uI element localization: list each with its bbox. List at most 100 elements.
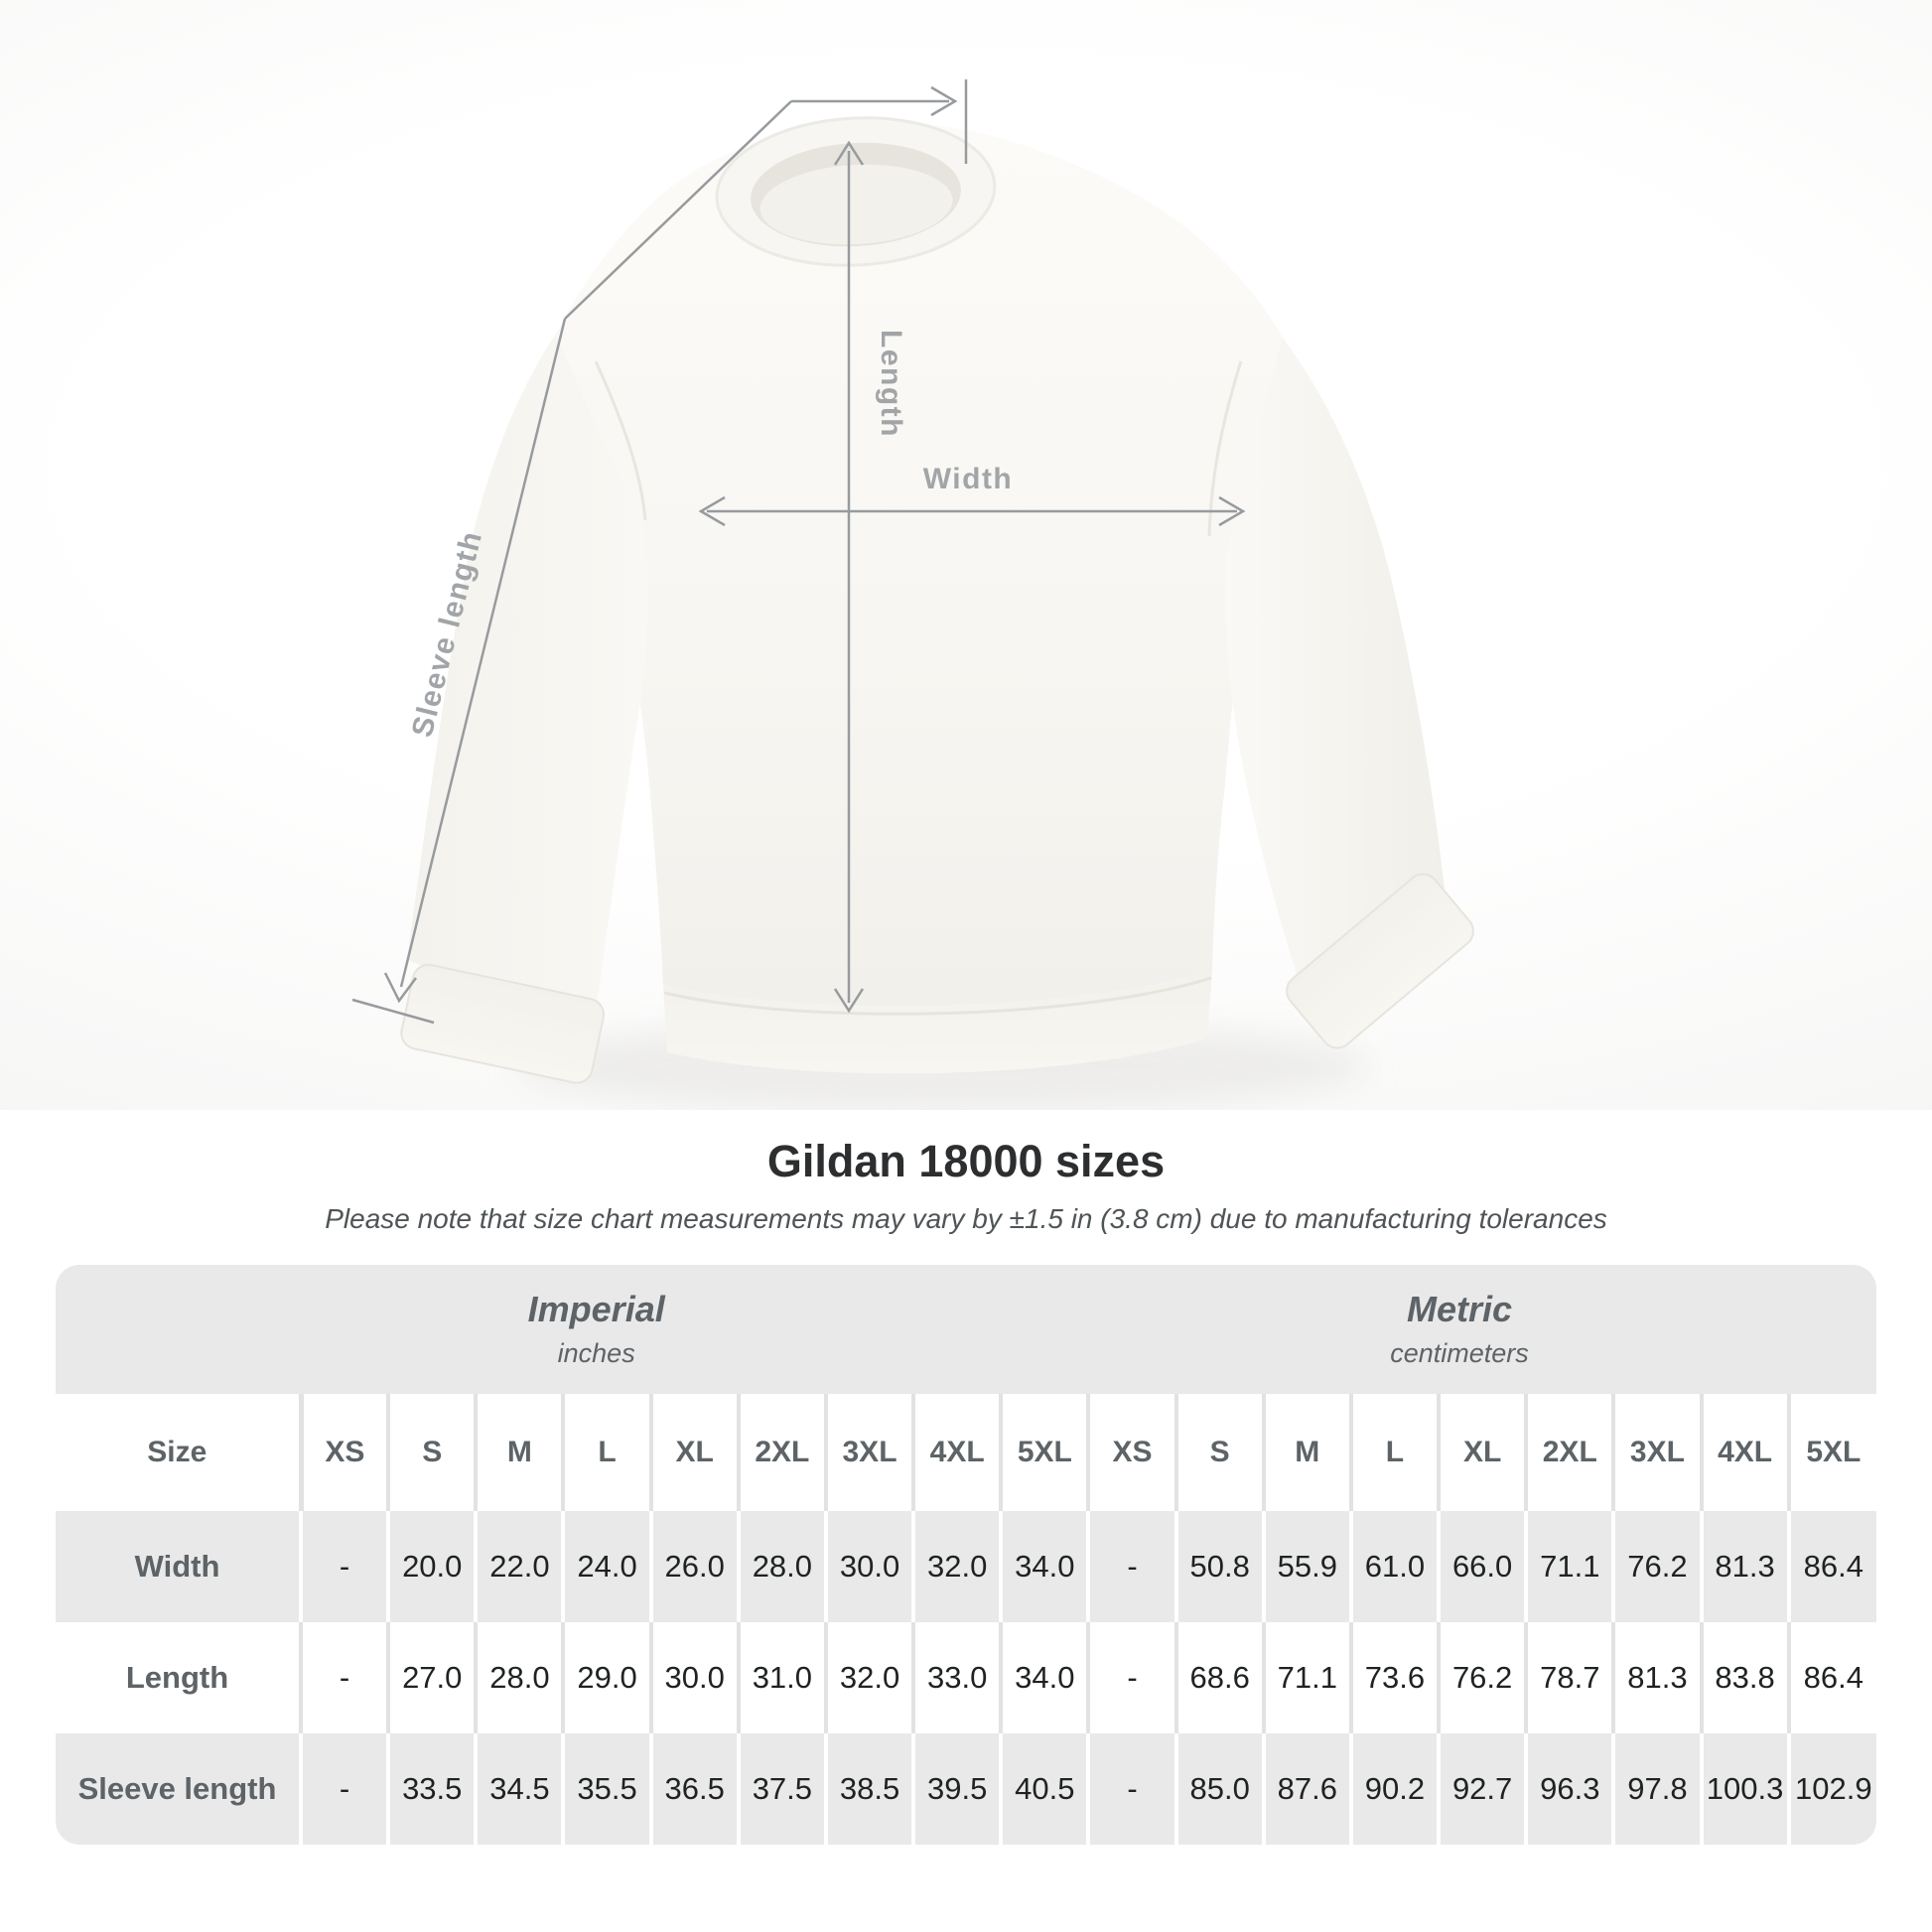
- dimension-lines: [351, 79, 1246, 1025]
- size-value-cell: 36.5: [648, 1733, 739, 1845]
- width-arrow-right: [1218, 495, 1246, 527]
- size-value-cell: 76.2: [1611, 1511, 1702, 1622]
- size-value-cell: 81.3: [1611, 1622, 1702, 1733]
- sleeve-dimension-end-tick: [351, 998, 435, 1025]
- tolerance-note: Please note that size chart measurements…: [325, 1203, 1607, 1234]
- left-armhole-seam: [594, 360, 647, 521]
- sweatshirt-right-sleeve: [1225, 338, 1446, 1015]
- size-value-cell: 34.5: [474, 1733, 564, 1845]
- size-value-cell: 38.5: [823, 1733, 914, 1845]
- size-value-cell: 34.0: [999, 1511, 1089, 1622]
- size-header: Size: [147, 1436, 207, 1468]
- length-arrow-down: [833, 988, 865, 1014]
- size-value-cell: 92.7: [1437, 1733, 1527, 1845]
- size-value-cell: -: [298, 1622, 389, 1733]
- size-value-cell: 20.0: [386, 1511, 477, 1622]
- size-value-cell: 71.1: [1524, 1511, 1614, 1622]
- length-dimension-label: Length: [875, 330, 907, 438]
- size-value-cell: 28.0: [474, 1622, 564, 1733]
- size-column-header: 4XL: [1699, 1394, 1789, 1511]
- size-column-header: 3XL: [1611, 1394, 1702, 1511]
- imperial-group-header: Imperial inches: [528, 1289, 665, 1369]
- size-value-cell: 35.5: [561, 1733, 651, 1845]
- size-value-cell: 30.0: [823, 1511, 914, 1622]
- width-arrow-left: [698, 495, 726, 527]
- size-value-cell: 29.0: [561, 1622, 651, 1733]
- size-value-cell: 81.3: [1699, 1511, 1789, 1622]
- hem-seam: [663, 976, 1212, 1016]
- size-value-cell: 76.2: [1437, 1622, 1527, 1733]
- size-column-header: 5XL: [999, 1394, 1089, 1511]
- row-label: Width: [56, 1511, 301, 1622]
- table-row: Width -20.0 22.0 24.0 26.0 28.0 30.0 32.0 34.0-5…: [56, 1511, 1876, 1622]
- size-header-row: Size XS S M L XL 2XL 3XL 4XL 5XL XS S M L XL 2XL 3XL 4XL…: [56, 1394, 1876, 1511]
- size-column-header: XS: [298, 1394, 389, 1511]
- unit-group-header: Imperial inches Metric centimeters: [56, 1265, 1876, 1394]
- size-column-header: 3XL: [823, 1394, 914, 1511]
- sleeve-dimension-shoulder-line: [564, 100, 792, 320]
- metric-unit: centimeters: [1390, 1338, 1529, 1368]
- size-value-cell: 102.9: [1786, 1733, 1876, 1845]
- row-label: Length: [56, 1622, 301, 1733]
- size-value-cell: 30.0: [648, 1622, 739, 1733]
- size-value-cell: 24.0: [561, 1511, 651, 1622]
- size-value-cell: 26.0: [648, 1511, 739, 1622]
- size-value-cell: 97.8: [1611, 1733, 1702, 1845]
- size-value-cell: -: [298, 1511, 389, 1622]
- table-row: Length -27.0 28.0 29.0 30.0 31.0 32.0 33.0 34.0-…: [56, 1622, 1876, 1733]
- size-measurements-table: Size XS S M L XL 2XL 3XL 4XL 5XL XS S M L XL 2XL 3XL 4XL…: [56, 1394, 1876, 1845]
- sleeve-dimension-sleeve-line: [399, 318, 567, 988]
- right-cuff: [1286, 873, 1474, 1049]
- size-column-header: 4XL: [911, 1394, 1002, 1511]
- size-value-cell: 83.8: [1699, 1622, 1789, 1733]
- sleeve-dimension-arrow-bottom: [383, 972, 418, 1004]
- size-value-cell: 86.4: [1786, 1511, 1876, 1622]
- size-column-header: 5XL: [1786, 1394, 1876, 1511]
- sleeve-dimension-arrow-right: [930, 85, 958, 117]
- size-column-header: S: [386, 1394, 477, 1511]
- size-value-cell: -: [1086, 1733, 1176, 1845]
- row-label: Sleeve length: [56, 1733, 301, 1845]
- size-value-cell: 61.0: [1348, 1511, 1440, 1622]
- table-row: Sleeve length -33.5 34.5 35.5 36.5 37.5 38.5 39…: [56, 1733, 1876, 1845]
- size-value-cell: -: [1086, 1511, 1176, 1622]
- size-value-cell: 85.0: [1173, 1733, 1264, 1845]
- length-arrow-up: [833, 140, 865, 166]
- size-value-cell: 66.0: [1437, 1511, 1527, 1622]
- size-value-cell: 87.6: [1261, 1733, 1351, 1845]
- size-column-header: XS: [1086, 1394, 1176, 1511]
- size-column-header: M: [1261, 1394, 1351, 1511]
- imperial-label: Imperial: [527, 1289, 665, 1329]
- size-column-header: XL: [648, 1394, 739, 1511]
- hem-band: [663, 970, 1212, 1074]
- size-value-cell: 37.5: [736, 1733, 826, 1845]
- left-cuff: [400, 963, 606, 1084]
- sweatshirt-left-sleeve: [407, 334, 648, 999]
- size-value-cell: 73.6: [1348, 1622, 1440, 1733]
- size-value-cell: 90.2: [1348, 1733, 1440, 1845]
- page-title: Gildan 18000 sizes: [766, 1136, 1166, 1186]
- size-value-cell: 78.7: [1524, 1622, 1614, 1733]
- size-value-cell: 50.8: [1173, 1511, 1264, 1622]
- size-column-header: L: [561, 1394, 651, 1511]
- size-column-header: XL: [1437, 1394, 1527, 1511]
- width-dimension-label: Width: [923, 463, 1014, 495]
- size-value-cell: 22.0: [474, 1511, 564, 1622]
- garment-photo-section: Length Width Sleeve length: [0, 0, 1932, 1110]
- size-value-cell: 27.0: [386, 1622, 477, 1733]
- size-value-cell: 32.0: [823, 1622, 914, 1733]
- sweatshirt-illustration: Length Width Sleeve length: [351, 79, 1474, 1110]
- size-value-cell: 71.1: [1261, 1622, 1351, 1733]
- size-value-cell: 33.0: [911, 1622, 1002, 1733]
- size-value-cell: -: [1086, 1622, 1176, 1733]
- size-column-header: 2XL: [736, 1394, 826, 1511]
- size-value-cell: 32.0: [911, 1511, 1002, 1622]
- metric-label: Metric: [1406, 1289, 1513, 1329]
- size-value-cell: 31.0: [736, 1622, 826, 1733]
- size-column-header: M: [474, 1394, 564, 1511]
- right-armhole-seam: [1207, 360, 1243, 537]
- sweatshirt-body: [556, 120, 1283, 1007]
- size-table: Imperial inches Metric centimeters Size …: [56, 1265, 1876, 1845]
- size-column-header: L: [1348, 1394, 1440, 1511]
